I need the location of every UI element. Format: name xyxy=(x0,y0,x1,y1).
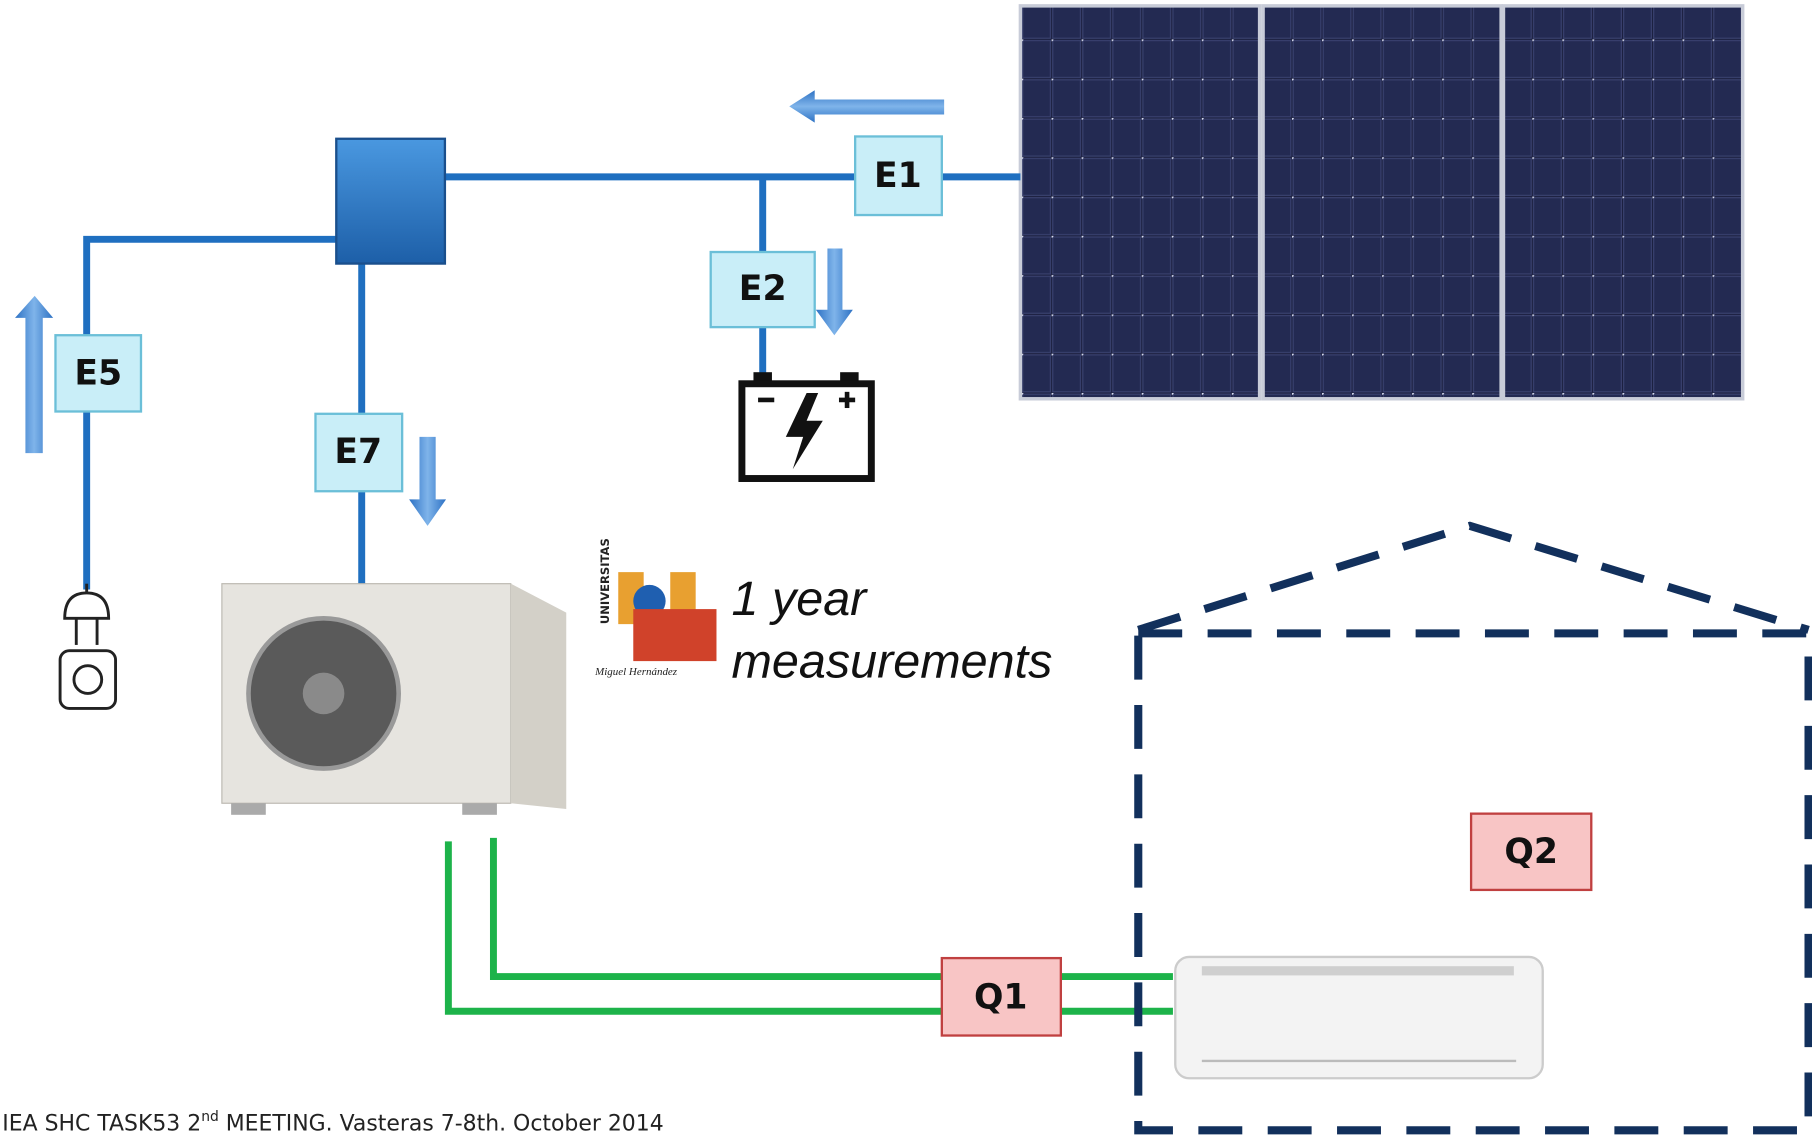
label: E1 xyxy=(874,156,922,196)
note: measurements xyxy=(732,634,1053,688)
note: 1 year xyxy=(732,572,869,626)
battery xyxy=(738,372,875,482)
house-outline xyxy=(1134,521,1812,1135)
plug-socket xyxy=(58,583,118,710)
label-box xyxy=(940,956,1063,1037)
label: Q1 xyxy=(974,978,1028,1018)
footer: IEA SHC TASK53 2nd MEETING. Vasteras 7-8… xyxy=(2,1109,663,1135)
label-box xyxy=(1469,812,1593,892)
logo: UNIVERSITAS Miguel Hernández xyxy=(594,538,717,678)
logo-text: UNIVERSITAS xyxy=(598,538,612,624)
solar-panels xyxy=(1018,4,1745,401)
footer-text: IEA SHC TASK53 2 xyxy=(2,1111,201,1135)
logo-text: Miguel Hernández xyxy=(594,666,678,678)
indoor-unit xyxy=(1174,955,1544,1080)
label-box xyxy=(709,250,816,329)
arrow-up xyxy=(15,295,54,454)
label: E7 xyxy=(334,432,382,472)
footer-sup: nd xyxy=(201,1109,219,1125)
inverter xyxy=(335,137,447,265)
label-box xyxy=(54,334,143,413)
arrow-down xyxy=(815,248,853,336)
wiring xyxy=(83,173,1021,590)
footer-text: MEETING. Vasteras 7-8th. October 2014 xyxy=(219,1111,664,1135)
outdoor-unit xyxy=(221,583,567,815)
label: E2 xyxy=(739,269,787,309)
label: E5 xyxy=(74,354,122,394)
arrow-left xyxy=(789,90,945,123)
label: Q2 xyxy=(1504,832,1558,872)
refrigerant-lines xyxy=(444,837,1173,1015)
measure-labels: E1 E2 E5 E7 Q1 Q2 xyxy=(54,135,1593,1037)
arrow-down xyxy=(409,436,447,526)
label-box xyxy=(853,135,943,217)
label-box xyxy=(314,412,404,493)
